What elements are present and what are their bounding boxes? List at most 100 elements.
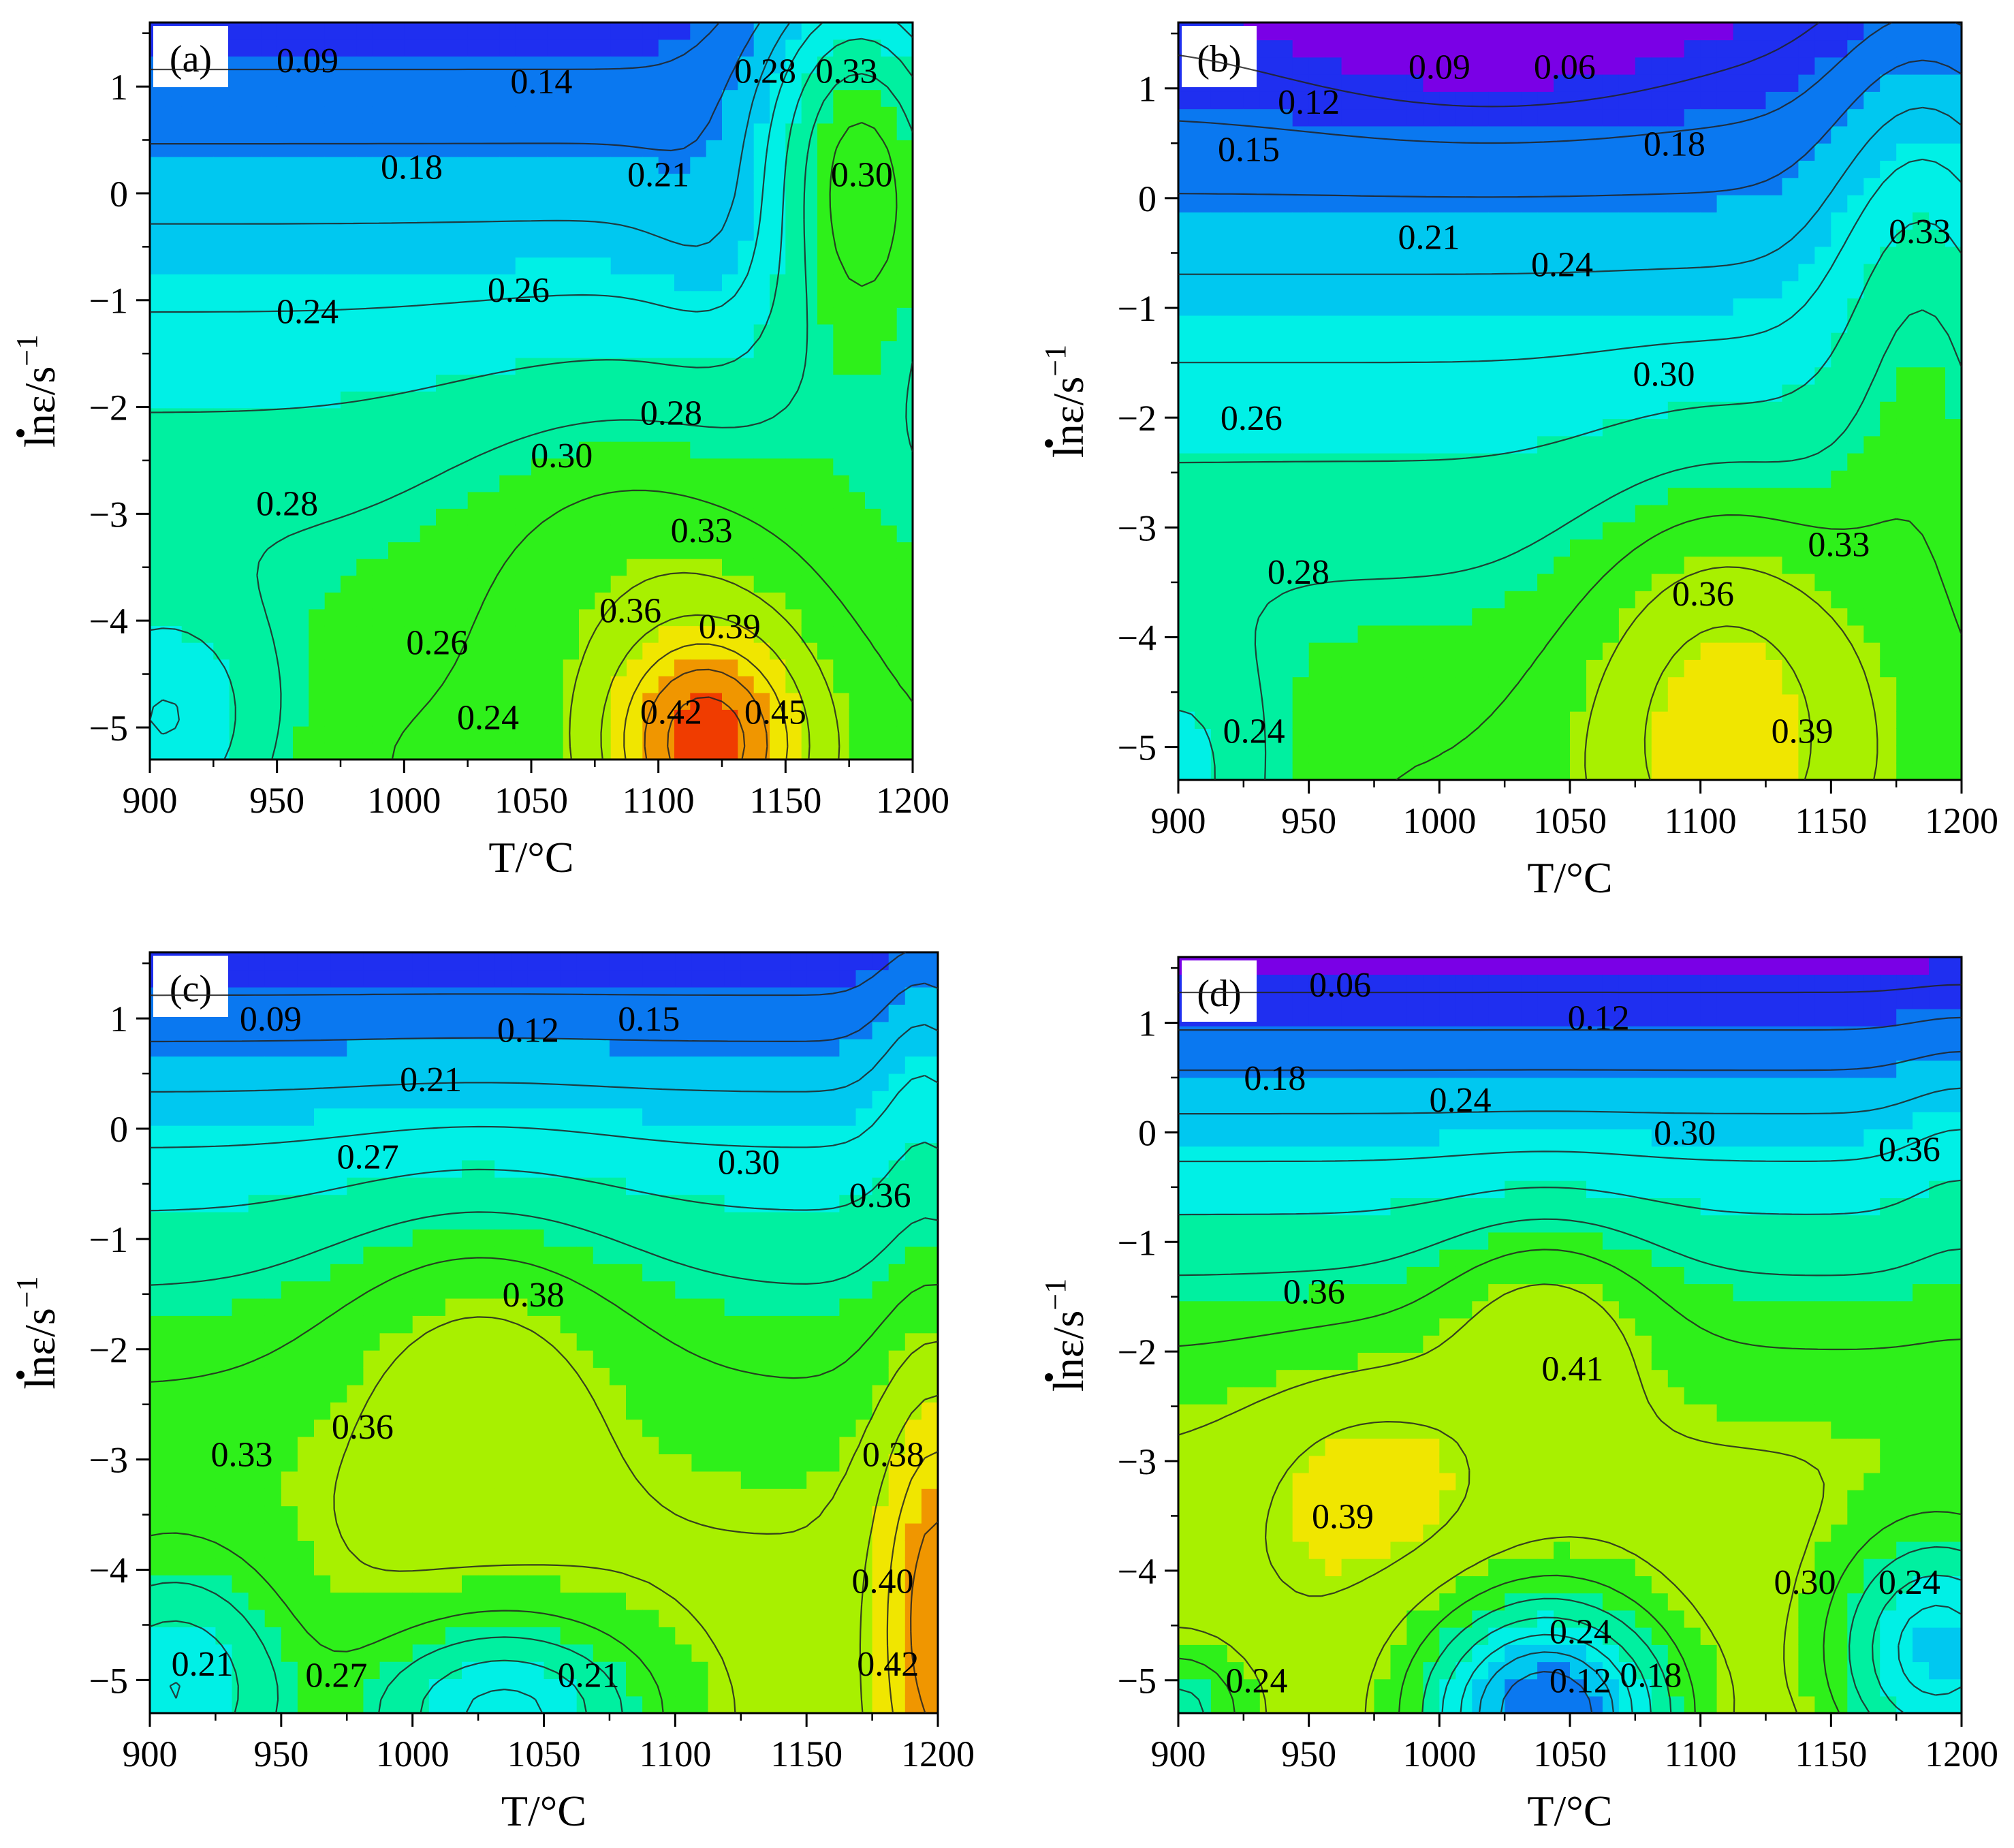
heatmap-cell [833,725,850,744]
heatmap-cell [1472,281,1490,299]
heatmap-cell [166,1505,183,1524]
heatmap-cell [531,458,548,475]
heatmap-cell [150,391,167,409]
heatmap-cell [1570,160,1587,178]
heatmap-cell [1831,745,1848,764]
heatmap-cell [347,1454,364,1472]
heatmap-cell [499,709,516,727]
heatmap-cell [1537,366,1554,385]
heatmap-cell [722,676,739,693]
heatmap-cell [1831,74,1848,92]
heatmap-cell [314,1540,331,1559]
heatmap-cell [801,676,818,693]
heatmap-cell [1945,642,1962,660]
heatmap-cell [1814,315,1832,333]
heatmap-cell [1554,177,1571,195]
heatmap-cell [1505,40,1522,58]
heatmap-cell [563,324,580,341]
heatmap-cell [229,123,246,140]
heatmap-cell [183,1540,200,1559]
heatmap-cell [281,1644,298,1662]
heatmap-cell [1308,521,1326,539]
heatmap-cell [1276,676,1293,695]
heatmap-cell [1684,521,1701,539]
heatmap-cell [1341,298,1359,316]
heatmap-cell [1390,470,1408,488]
heatmap-cell [372,257,389,275]
panel-label: (a) [170,38,212,80]
heatmap-cell [166,1073,183,1091]
heatmap-cell [1733,659,1750,678]
heatmap-cell [1456,504,1473,522]
heatmap-cell [1472,693,1490,712]
heatmap-cell [1210,487,1228,505]
heatmap-cell [1586,470,1603,488]
heatmap-cell [309,22,326,40]
heatmap-cell [1308,487,1326,505]
heatmap-cell [314,1194,331,1212]
heatmap-cell [531,56,548,74]
heatmap-cell [896,123,913,140]
heatmap-cell [277,441,294,459]
heatmap-cell [1749,693,1767,712]
heatmap-cell [1357,745,1375,764]
heatmap-cell [1814,177,1832,195]
heatmap-cell [1635,177,1652,195]
heatmap-cell [785,39,802,57]
heatmap-cell [198,156,215,174]
heatmap-cell [1325,383,1342,402]
heatmap-cell [330,1505,347,1524]
heatmap-cell [166,1159,183,1178]
x-tick-label: 1150 [749,780,821,821]
heatmap-cell [264,1194,282,1212]
heatmap-cell [801,407,818,425]
heatmap-cell [1863,762,1881,780]
heatmap-cell [404,257,421,275]
heatmap-cell [1700,452,1718,471]
heatmap-cell [181,676,198,693]
heatmap-cell [264,1557,282,1576]
heatmap-cell [1406,504,1424,522]
heatmap-cell [452,257,469,275]
heatmap-cell [881,524,898,543]
heatmap-cell [1586,608,1603,626]
heatmap-cell [1554,573,1571,591]
heatmap-cell [1276,160,1293,178]
contour-line [1178,220,1962,780]
heatmap-cell [896,742,913,759]
heatmap-cell [881,324,898,341]
heatmap-cell [1227,625,1244,643]
heatmap-cell [1716,676,1734,695]
heatmap-cell [1798,125,1816,144]
heatmap-cell [1896,487,1913,505]
heatmap-cell [341,324,358,341]
heatmap-cell [1521,762,1538,780]
heatmap-cell [1814,366,1832,385]
heatmap-cell [690,524,707,543]
heatmap-cell [198,140,215,157]
heatmap-cell [1765,229,1783,247]
heatmap-cell [1847,332,1865,350]
heatmap-cell [1913,642,1930,660]
heatmap-cell [642,156,659,174]
heatmap-cell [1945,281,1962,299]
heatmap-cell [1243,332,1261,350]
heatmap-cell [297,969,315,988]
heatmap-cell [595,458,612,475]
heatmap-cell [1488,383,1505,402]
heatmap-cell [1880,452,1897,471]
heatmap-cell [610,307,627,325]
heatmap-cell [579,22,596,40]
heatmap-cell [1521,504,1538,522]
heatmap-cell [1521,573,1538,591]
heatmap-cell [150,1108,167,1126]
heatmap-cell [1374,659,1391,678]
heatmap-cell [166,542,183,559]
heatmap-cell [347,952,364,971]
contour-label: 0.24 [457,698,519,737]
heatmap-cell [1667,125,1685,144]
heatmap-cell [150,1592,167,1610]
heatmap-cell [1325,745,1342,764]
heatmap-cell [1456,642,1473,660]
heatmap-cell [1863,642,1881,660]
